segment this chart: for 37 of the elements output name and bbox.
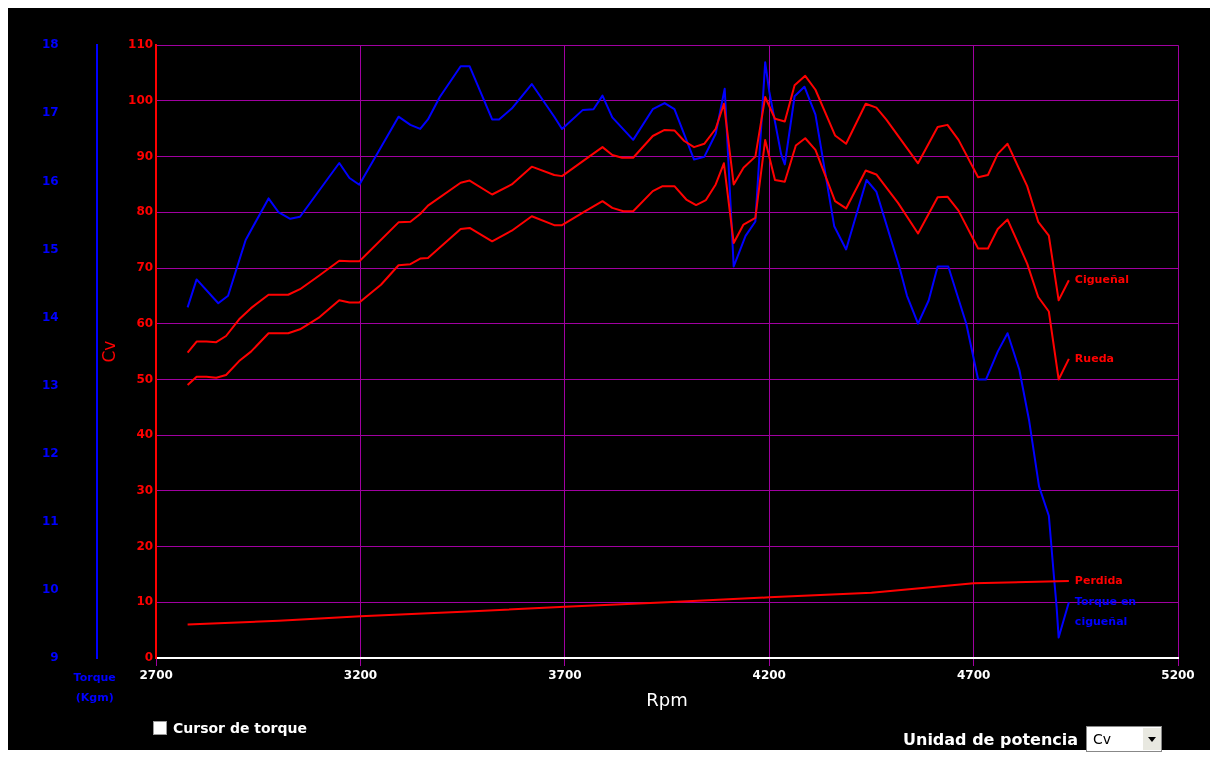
y-tick-label: 110: [128, 37, 154, 52]
x-tick-label: 4200: [752, 668, 786, 683]
x-tick-label: 4700: [956, 668, 991, 683]
y-tick-label: 0: [144, 650, 154, 665]
y2-tick-label: 14: [42, 309, 59, 324]
y-tick-label: 90: [136, 148, 154, 163]
y-tick-label: 70: [136, 260, 154, 275]
y-axis-title: Cv: [99, 340, 120, 363]
series-label: Perdida: [1074, 573, 1123, 587]
y-tick-label: 50: [136, 371, 154, 386]
y-tick-label: 40: [136, 427, 154, 442]
y2-tick-label: 9: [50, 650, 59, 665]
y2-tick-label: 12: [42, 445, 59, 460]
y-tick-label: 30: [136, 483, 154, 497]
text: Unidad de potencia: [903, 730, 1079, 749]
y2-tick-label: 18: [42, 37, 59, 52]
y2-tick-label: 16: [42, 173, 59, 188]
text: Cursor de torque: [173, 720, 307, 736]
y-tick-label: 80: [136, 204, 154, 219]
y2-tick-label: 11: [42, 513, 59, 528]
x-axis-title: Rpm: [646, 688, 688, 710]
y2-tick-label: 10: [42, 582, 59, 597]
x-tick-label: 3200: [343, 668, 378, 683]
x-tick-label: 3700: [548, 668, 582, 683]
y-tick-label: 60: [136, 315, 154, 330]
series-label: Rueda: [1074, 351, 1114, 365]
y-tick-label: 10: [136, 594, 154, 609]
dropdown: Cv: [1086, 726, 1162, 752]
series-label: Cigueñal: [1074, 273, 1129, 287]
x-tick-label: 5200: [1161, 668, 1195, 683]
y2-tick-label: 15: [42, 241, 59, 256]
y-tick-label: 100: [128, 93, 154, 108]
y2-tick-label: 13: [42, 377, 59, 392]
x-tick-label: 2700: [139, 668, 173, 683]
y-tick-label: 20: [136, 538, 154, 553]
y2-tick-label: 17: [42, 105, 59, 120]
y2-axis-title: Torque (Kgm): [73, 670, 116, 704]
